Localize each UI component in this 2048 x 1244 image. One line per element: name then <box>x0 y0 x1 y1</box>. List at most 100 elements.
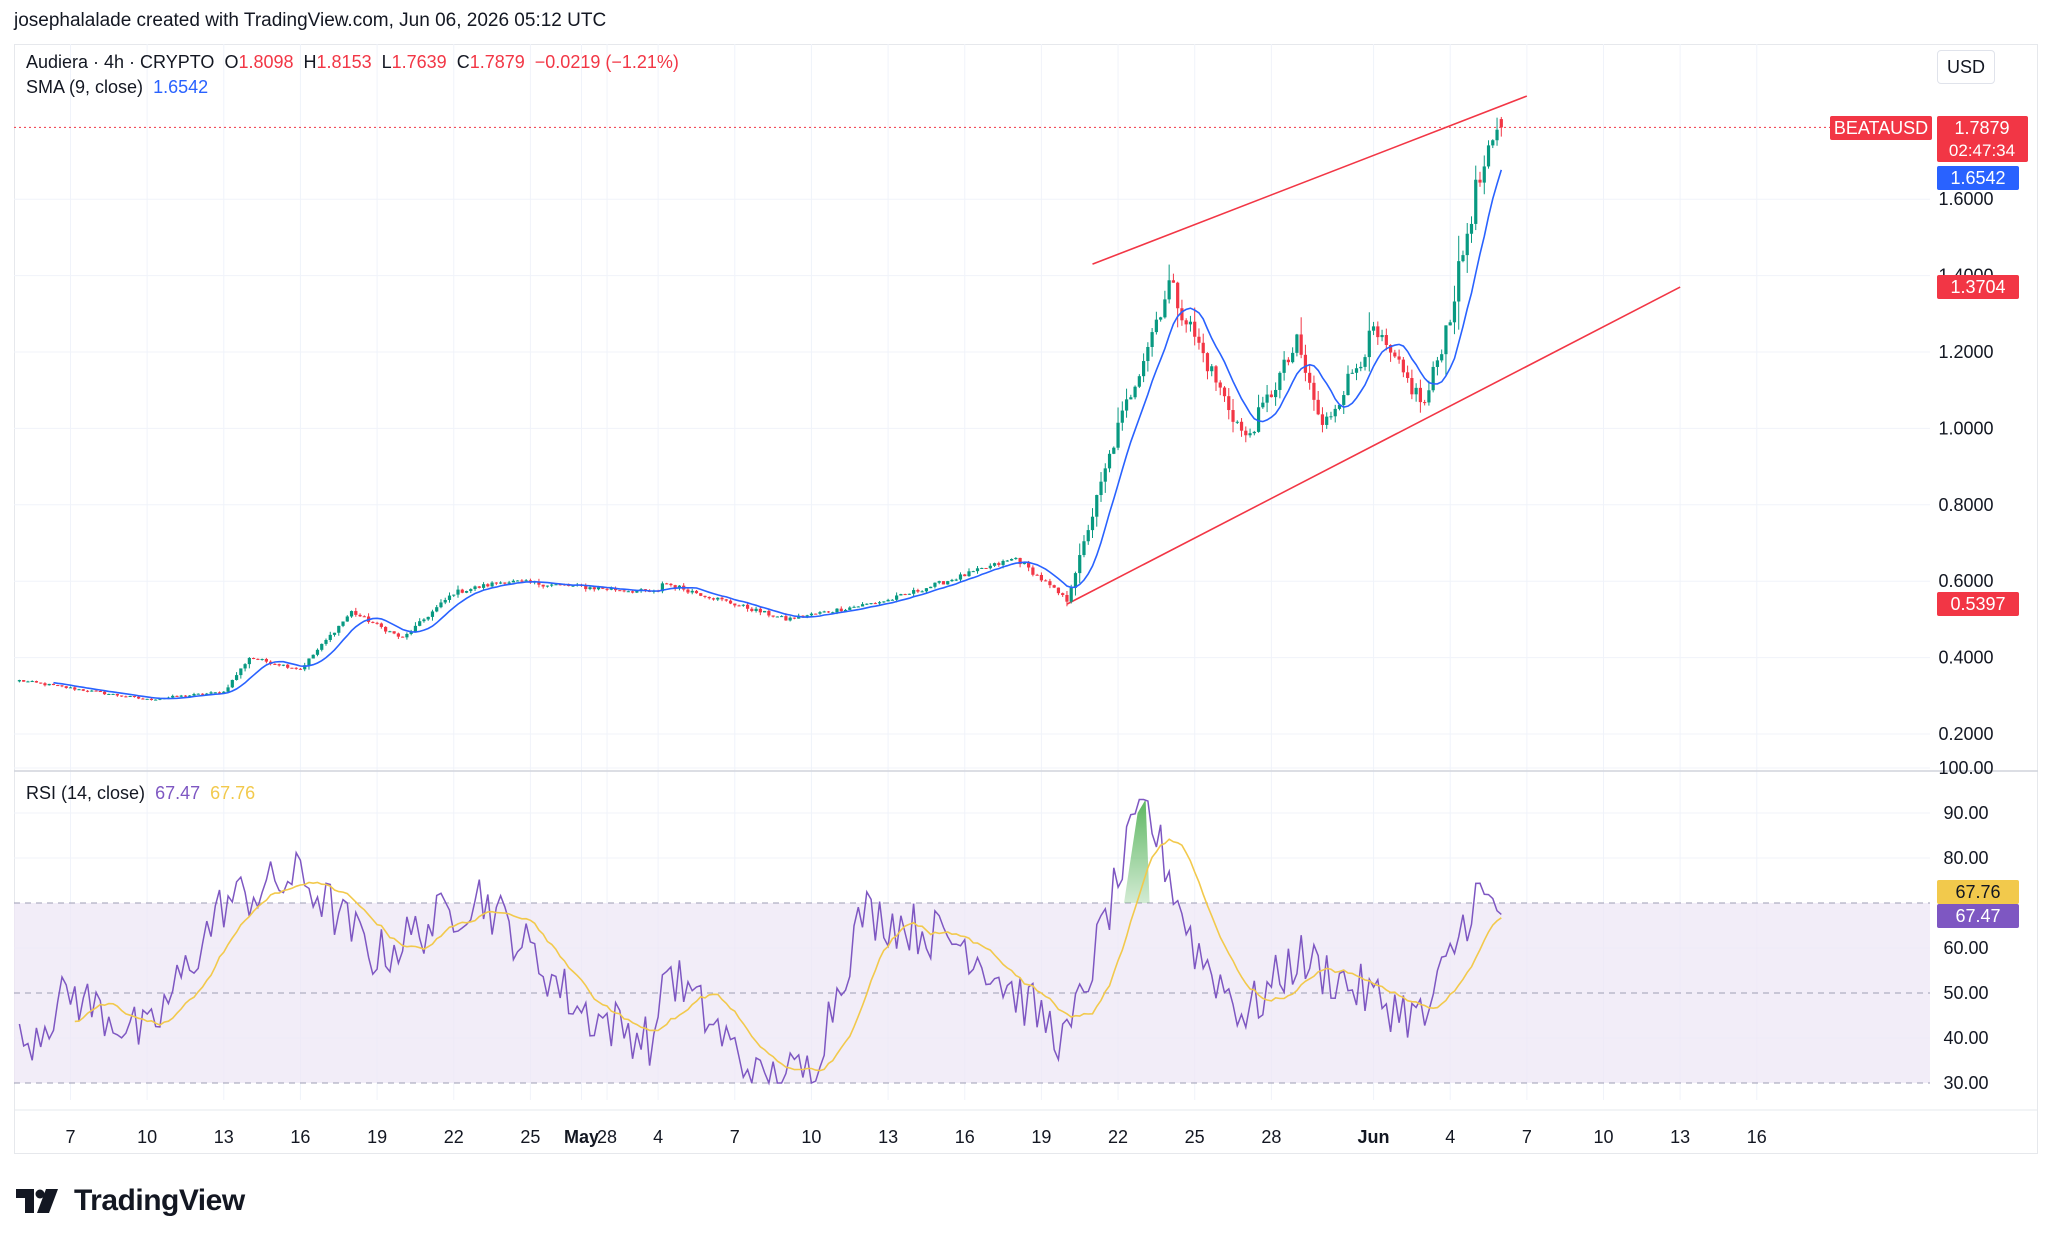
candle-body <box>1333 408 1337 417</box>
candle-body <box>252 657 256 659</box>
rsi-ma-line <box>74 838 1502 1072</box>
candle-body <box>1248 433 1252 436</box>
candle-body <box>1235 421 1239 423</box>
candle-body <box>145 698 149 700</box>
candle-body <box>230 679 234 688</box>
candle-body <box>154 699 158 701</box>
x-tick-label: 25 <box>520 1127 540 1147</box>
candle-body <box>1159 317 1163 320</box>
x-tick-label: 28 <box>1261 1127 1281 1147</box>
candle-body <box>1461 255 1465 262</box>
rsi-tag-text: 67.47 <box>1955 906 2000 926</box>
low-label: L <box>381 52 392 72</box>
rsi-tick-label: 50.00 <box>1943 983 1988 1003</box>
candle-body <box>763 610 767 613</box>
candle-body <box>469 589 473 592</box>
candle-body <box>243 664 247 669</box>
candle-body <box>124 696 128 698</box>
candle-body <box>831 612 835 614</box>
x-tick-label: 10 <box>137 1127 157 1147</box>
candle-body <box>192 694 196 696</box>
candle-body <box>205 693 209 695</box>
candle-body <box>1410 378 1414 395</box>
candle-body <box>516 580 520 582</box>
x-tick-label: 16 <box>1747 1127 1767 1147</box>
candle-body <box>1256 407 1261 432</box>
candle-body <box>375 622 379 624</box>
x-tick-label: 19 <box>1031 1127 1051 1147</box>
candle-body <box>341 621 345 626</box>
candle-body <box>447 595 452 600</box>
candle-body <box>1116 422 1120 448</box>
y-tick-label: 0.2000 <box>1938 724 1993 744</box>
candle-body <box>1482 166 1486 183</box>
candle-body <box>396 633 400 637</box>
rsi-tick-label: 80.00 <box>1943 848 1988 868</box>
candle-body <box>1308 372 1312 383</box>
candle-body <box>1154 319 1158 333</box>
candle-body <box>1201 342 1205 354</box>
candle-body <box>196 693 200 695</box>
candle-body <box>1129 397 1133 400</box>
candle-body <box>1001 560 1005 565</box>
channel-trendline <box>1092 95 1528 265</box>
x-tick-label: 22 <box>1108 1127 1128 1147</box>
currency-button[interactable]: USD <box>1937 50 1995 84</box>
candle-body <box>452 594 456 596</box>
candle-body <box>315 649 320 655</box>
candle-body <box>1227 396 1231 411</box>
x-tick-label: May <box>564 1127 599 1147</box>
x-tick-label: 13 <box>1670 1127 1690 1147</box>
candle-body <box>852 606 856 608</box>
x-tick-label: 19 <box>367 1127 387 1147</box>
candle-body <box>260 659 264 661</box>
candle-body <box>1205 353 1210 372</box>
y-tick-label: 1.6000 <box>1938 189 1993 209</box>
candle-body <box>1431 366 1435 391</box>
candle-body <box>17 680 21 682</box>
candle-body <box>520 580 524 582</box>
candle-body <box>613 588 618 591</box>
last-price-value: 1.7879 <box>1954 118 2009 138</box>
candle-body <box>971 571 975 573</box>
candle-body <box>720 597 724 600</box>
candle-body <box>1014 557 1018 559</box>
candle-body <box>1465 233 1469 256</box>
candle-body <box>1252 431 1256 434</box>
candle-body <box>1086 530 1090 542</box>
candle-body <box>1376 326 1380 338</box>
candle-body <box>967 571 971 577</box>
candle-body <box>132 696 136 698</box>
candle-body <box>933 582 937 587</box>
candle-body <box>379 623 383 627</box>
candle-body <box>873 603 877 605</box>
candle-body <box>907 593 911 595</box>
candle-body <box>1303 354 1308 373</box>
candle-body <box>635 590 639 593</box>
candle-body <box>1107 453 1112 469</box>
candle-body <box>596 587 601 590</box>
candle-body <box>1282 359 1286 373</box>
candle-body <box>426 616 430 620</box>
x-tick-label: 22 <box>444 1127 464 1147</box>
candle-body <box>937 581 941 583</box>
candle-body <box>694 590 699 594</box>
candle-body <box>1090 516 1095 531</box>
candle-body <box>1244 430 1248 436</box>
candle-body <box>234 675 239 680</box>
candle-body <box>298 668 303 670</box>
candle-body <box>605 588 609 590</box>
candle-body <box>200 693 205 695</box>
candle-body <box>826 611 831 613</box>
open-value: 1.8098 <box>238 52 294 72</box>
candle-body <box>349 611 354 617</box>
candle-body <box>320 643 324 650</box>
candle-body <box>758 608 762 613</box>
rsi-lines <box>18 798 1502 1086</box>
candle-body <box>737 605 741 607</box>
candle-body <box>128 696 132 698</box>
candle-body <box>984 567 988 569</box>
rsi-tick-label: 60.00 <box>1943 938 1988 958</box>
candle-body <box>1495 129 1499 141</box>
